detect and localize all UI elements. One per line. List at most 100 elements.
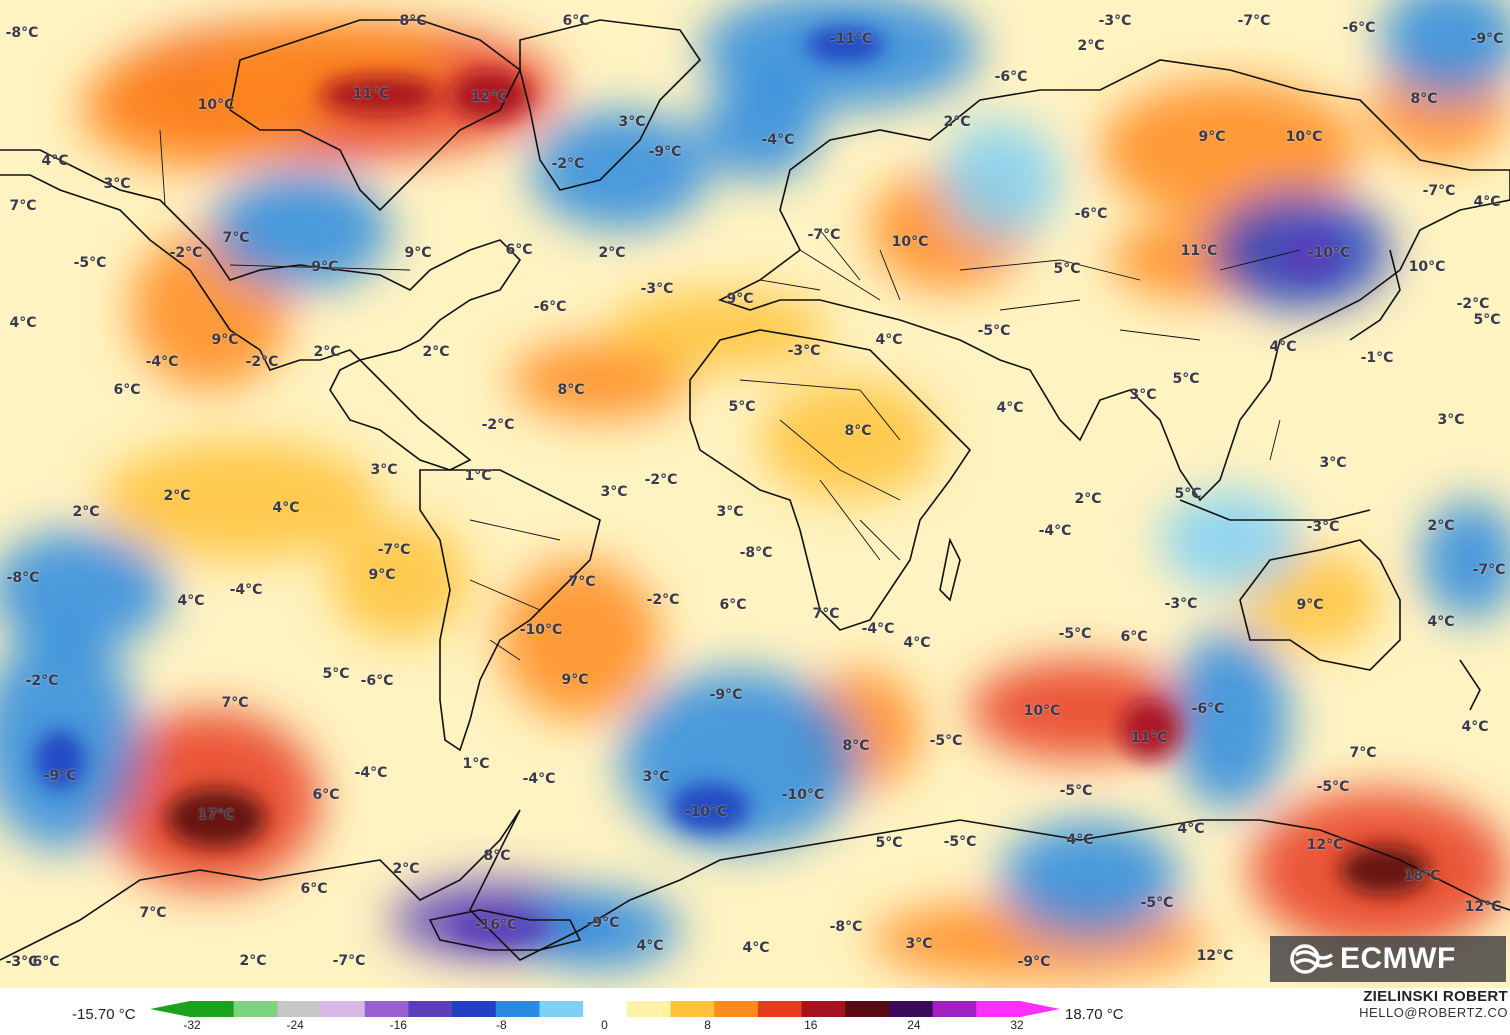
scale-max-arrow: [1020, 1001, 1060, 1017]
temperature-label: 9°C: [368, 567, 396, 583]
temperature-label: -2°C: [1456, 296, 1490, 312]
temperature-label: 3°C: [1129, 387, 1157, 403]
temperature-label: -9°C: [648, 144, 682, 160]
temperature-label: -6°C: [1342, 20, 1376, 36]
anomaly-core: [1120, 700, 1180, 760]
temperature-label: 5°C: [1473, 312, 1501, 328]
scale-swatch: [495, 1001, 540, 1017]
temperature-label: 4°C: [1066, 832, 1094, 848]
scale-swatch: [452, 1001, 497, 1017]
temperature-label: 4°C: [41, 153, 69, 169]
scale-min-arrow: [150, 1001, 190, 1017]
temperature-label: -11°C: [829, 31, 873, 47]
temperature-label: 3°C: [905, 936, 933, 952]
temperature-anomaly-map: -8°C 8°C 6°C -11°C -3°C 2°C -7°C -6°C -9°C 10°C 11…: [0, 0, 1510, 988]
temperature-label: 7°C: [1349, 745, 1377, 761]
anomaly-region: [210, 170, 390, 290]
temperature-label: -16°C: [474, 917, 518, 933]
scale-swatch: [539, 1001, 584, 1017]
temperature-label: 6°C: [113, 382, 141, 398]
temperature-label: 2°C: [1427, 518, 1455, 534]
temperature-label: -5°C: [1059, 783, 1093, 799]
scale-tick-label: -24: [286, 1018, 304, 1032]
scale-swatch: [714, 1001, 759, 1017]
anomaly-core: [166, 788, 266, 848]
anomaly-region: [510, 340, 690, 420]
temperature-label: -2°C: [245, 354, 279, 370]
anomaly-region: [330, 520, 470, 640]
scale-swatch: [364, 1001, 409, 1017]
temperature-label: 4°C: [177, 593, 205, 609]
temperature-label: 2°C: [943, 114, 971, 130]
temperature-label: -3°C: [787, 343, 821, 359]
anomaly-region: [500, 560, 660, 720]
coast-indonesia: [1179, 499, 1371, 521]
temperature-label: 5°C: [322, 666, 350, 682]
anomaly-region: [0, 530, 170, 650]
temperature-label: 4°C: [1269, 339, 1297, 355]
temperature-label: 5°C: [1053, 261, 1081, 277]
temperature-label: 4°C: [9, 315, 37, 331]
temperature-label: 17°C: [197, 807, 235, 823]
temperature-label: 8°C: [842, 738, 870, 754]
temperature-label: -5°C: [929, 733, 963, 749]
temperature-label: 12°C: [1306, 837, 1344, 853]
temperature-label: -2°C: [551, 156, 585, 172]
coast-australia: [1239, 539, 1401, 671]
temperature-label: 3°C: [642, 769, 670, 785]
anomaly-core: [1340, 845, 1430, 895]
temperature-label: 7°C: [221, 695, 249, 711]
temperature-label: -5°C: [1058, 626, 1092, 642]
temperature-label: -4°C: [861, 621, 895, 637]
temperature-label: -2°C: [169, 245, 203, 261]
temperature-label: -6°C: [994, 69, 1028, 85]
scale-min-label: -15.70 °C: [72, 1006, 136, 1023]
temperature-label: 3°C: [716, 504, 744, 520]
scale-swatch: [190, 1001, 235, 1017]
anomaly-region: [530, 110, 710, 230]
temperature-label: 4°C: [996, 400, 1024, 416]
temperature-label: -5°C: [73, 255, 107, 271]
coast-ross-shelf: [428, 909, 582, 951]
scale-swatch: [277, 1001, 322, 1017]
coastlines: [0, 19, 1510, 961]
temperature-label: 5°C: [875, 835, 903, 851]
temperature-label: 6°C: [32, 954, 60, 970]
anomaly-core: [450, 70, 530, 120]
temperature-label: 10°C: [1408, 259, 1446, 275]
anomaly-cores: [35, 27, 1430, 946]
scale-tick-label: -8: [496, 1018, 507, 1032]
temperature-label: 6°C: [562, 13, 590, 29]
temperature-label: -3°C: [1098, 13, 1132, 29]
temperature-label: 5°C: [728, 399, 756, 415]
anomaly-core: [805, 27, 885, 63]
temperature-label: 4°C: [272, 500, 300, 516]
temperature-label: 8°C: [844, 423, 872, 439]
temperature-label: -3°C: [1306, 519, 1340, 535]
temperature-label: 2°C: [392, 861, 420, 877]
temperature-label: -2°C: [646, 592, 680, 608]
temperature-label: 4°C: [903, 635, 931, 651]
temperature-label: 2°C: [598, 245, 626, 261]
coast-new-zealand: [1459, 659, 1481, 711]
temperature-label: 10°C: [1285, 129, 1323, 145]
temperature-label: 8°C: [399, 13, 427, 29]
temperature-label: 10°C: [197, 97, 235, 113]
temperature-label: -6°C: [533, 299, 567, 315]
temperature-label: 6°C: [1120, 629, 1148, 645]
temperature-label: 8°C: [1410, 91, 1438, 107]
temperature-label: 6°C: [719, 597, 747, 613]
temperature-label: 3°C: [1319, 455, 1347, 471]
temperature-label: 8°C: [557, 382, 585, 398]
color-scale-bar: [150, 1001, 1060, 1017]
temperature-label: -4°C: [522, 771, 556, 787]
temperature-label: -9°C: [1470, 31, 1504, 47]
temperature-label: -2°C: [644, 472, 678, 488]
temperature-label: -3°C: [1164, 596, 1198, 612]
temperature-label: -8°C: [5, 25, 39, 41]
coast-eurasia: [717, 59, 1510, 502]
temperature-label: 2°C: [72, 504, 100, 520]
temperature-label: 4°C: [636, 938, 664, 954]
temperature-label: -4°C: [1038, 523, 1072, 539]
temperature-label: 8°C: [483, 848, 511, 864]
